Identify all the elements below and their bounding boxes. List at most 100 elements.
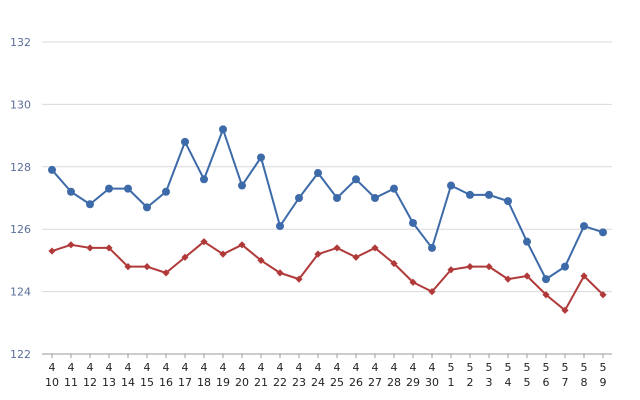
x-tick-label-month: 4 xyxy=(68,361,75,374)
series-1-point xyxy=(143,203,151,212)
series-2-point xyxy=(48,247,56,255)
series-1-point xyxy=(599,228,607,237)
x-tick-label-day: 22 xyxy=(273,376,287,389)
series-2-point xyxy=(428,288,436,296)
series-2-line xyxy=(51,240,604,312)
x-tick-label-month: 4 xyxy=(49,361,56,374)
series-2-point xyxy=(580,272,588,280)
x-tick-label-day: 2 xyxy=(467,376,474,389)
series-1-point xyxy=(485,190,493,199)
x-tick-label-day: 24 xyxy=(311,376,325,389)
series-2-point xyxy=(485,263,493,271)
x-tick-label-day: 21 xyxy=(254,376,268,389)
series-2-point xyxy=(409,278,417,286)
gridlines xyxy=(42,41,612,293)
series-1-point xyxy=(276,222,284,231)
series-2-point xyxy=(124,263,132,271)
series-1-point xyxy=(333,194,341,202)
x-tick-label-day: 15 xyxy=(140,376,154,389)
x-tick-label-day: 4 xyxy=(505,376,512,389)
x-tick-label-day: 3 xyxy=(486,376,493,389)
series-1-point xyxy=(352,175,360,184)
x-tick-label-month: 5 xyxy=(467,361,474,374)
series-2-point xyxy=(542,291,550,299)
series-1-point xyxy=(390,184,398,193)
x-tick-label-month: 4 xyxy=(125,361,132,374)
series-1-point xyxy=(295,194,303,202)
series-1-point xyxy=(200,175,208,184)
series-2-point xyxy=(523,272,531,280)
x-tick-label-day: 19 xyxy=(216,376,230,389)
series-2-point xyxy=(390,259,398,268)
x-tick-label-month: 4 xyxy=(334,361,341,374)
y-tick-label: 130 xyxy=(10,98,31,111)
series-2-point xyxy=(295,275,303,283)
x-tick-label-month: 4 xyxy=(372,361,379,374)
x-axis: 4104114124134144154164174184194204214224… xyxy=(42,353,612,389)
x-tick-label-day: 6 xyxy=(543,376,550,389)
x-tick-label-day: 16 xyxy=(159,376,173,389)
x-tick-label-month: 5 xyxy=(543,361,550,374)
x-tick-label-month: 4 xyxy=(182,361,189,374)
y-tick-label: 122 xyxy=(10,348,31,361)
series-1-point xyxy=(181,137,189,146)
x-tick-label-day: 25 xyxy=(330,376,344,389)
series-1-point xyxy=(371,194,379,202)
x-tick-label-month: 4 xyxy=(163,361,170,374)
series-1-line xyxy=(51,128,604,281)
series-1-point xyxy=(124,184,132,193)
series-2-point xyxy=(371,244,379,252)
series-1-point xyxy=(428,243,436,252)
series-2-point xyxy=(352,253,360,261)
x-tick-label-month: 4 xyxy=(220,361,227,374)
x-tick-label-day: 1 xyxy=(448,376,455,389)
x-tick-label-day: 27 xyxy=(368,376,382,389)
series-2-point xyxy=(105,244,113,252)
x-tick-label-month: 5 xyxy=(505,361,512,374)
series-1-point xyxy=(219,125,227,134)
x-tick-label-day: 10 xyxy=(45,376,59,389)
series-2-point xyxy=(276,269,284,277)
series-2-point xyxy=(447,266,455,274)
x-tick-label-day: 28 xyxy=(387,376,401,389)
x-tick-label-month: 5 xyxy=(600,361,607,374)
series-1-point xyxy=(48,165,56,174)
series-1-point xyxy=(542,275,550,284)
series-1-point xyxy=(162,187,170,196)
series-1-point xyxy=(86,200,94,209)
x-tick-label-month: 4 xyxy=(391,361,398,374)
series-1-point xyxy=(257,153,265,162)
x-tick-label-day: 18 xyxy=(197,376,211,389)
series-1 xyxy=(48,125,607,284)
series-2-point xyxy=(67,241,75,249)
y-tick-label: 126 xyxy=(10,223,31,236)
series-1-point xyxy=(105,184,113,193)
series-1-point xyxy=(504,197,512,206)
series-1-point xyxy=(314,169,322,178)
series-2-point xyxy=(181,253,189,261)
series-2-point xyxy=(200,238,208,246)
series-1-point xyxy=(466,190,474,199)
series-2-point xyxy=(162,269,170,277)
y-tick-label: 128 xyxy=(10,161,31,174)
x-tick-label-day: 30 xyxy=(425,376,439,389)
x-tick-label-month: 5 xyxy=(486,361,493,374)
x-tick-label-month: 4 xyxy=(410,361,417,374)
series-2-point xyxy=(257,256,265,264)
x-tick-label-day: 14 xyxy=(121,376,135,389)
series-group xyxy=(48,125,607,314)
series-2-point xyxy=(238,241,246,249)
x-tick-label-month: 4 xyxy=(429,361,436,374)
x-tick-label-month: 4 xyxy=(106,361,113,374)
x-tick-label-day: 20 xyxy=(235,376,249,389)
series-2-point xyxy=(143,263,151,271)
series-2-point xyxy=(466,263,474,271)
x-tick-label-day: 11 xyxy=(64,376,78,389)
x-tick-label-day: 8 xyxy=(581,376,588,389)
series-1-point xyxy=(238,181,246,190)
y-tick-label: 124 xyxy=(10,286,31,299)
series-1-point xyxy=(580,222,588,231)
x-tick-label-month: 4 xyxy=(87,361,94,374)
series-2 xyxy=(48,238,607,314)
